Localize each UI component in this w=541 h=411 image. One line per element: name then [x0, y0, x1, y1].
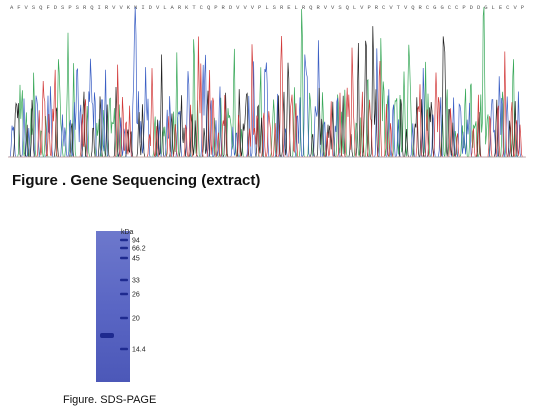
ladder-label: 20: [132, 316, 140, 323]
ladder-label: 33: [132, 278, 140, 285]
sequence-letter: T: [397, 4, 401, 11]
ladder-label: 94: [132, 238, 140, 245]
sequence-letter: D: [54, 4, 58, 11]
sequence-letter: C: [448, 4, 452, 11]
sequence-letter: C: [426, 4, 430, 11]
sequence-letter: R: [419, 4, 423, 11]
sequence-letter: P: [462, 4, 465, 11]
sequence-letter: Q: [207, 4, 211, 11]
sequence-letter: C: [506, 4, 510, 11]
sequence-letter: V: [331, 4, 335, 11]
sequence-letter: A: [171, 4, 175, 11]
trace-c: [8, 6, 526, 159]
sequence-letter: V: [156, 4, 160, 11]
figure-caption-gene-sequencing: Figure . Gene Sequencing (extract): [12, 172, 261, 189]
trace-g: [8, 26, 526, 158]
sequence-letter: D: [477, 4, 481, 11]
trace-lines: [8, 6, 526, 159]
sequence-letter: R: [222, 4, 226, 11]
sequence-letter: V: [324, 4, 328, 11]
sequence-letter: S: [32, 4, 36, 11]
sequence-letter: S: [273, 4, 277, 11]
sequence-letter: R: [178, 4, 182, 11]
protein-band: [100, 333, 114, 338]
sequence-letter: V: [119, 4, 123, 11]
sequence-letter: L: [265, 4, 268, 11]
sequence-letter: Q: [309, 4, 313, 11]
ladder-band: [120, 256, 128, 260]
figure-caption-sds-page: Figure. SDS-PAGE: [63, 394, 157, 406]
sequence-letter: S: [338, 4, 342, 11]
sequence-letter: F: [46, 4, 49, 11]
sequence-letter: D: [229, 4, 233, 11]
sequence-letter: Q: [346, 4, 350, 11]
sequence-letter: E: [287, 4, 291, 11]
sequence-letter: R: [280, 4, 284, 11]
sequence-letter: S: [76, 4, 80, 11]
sequence-letter: E: [499, 4, 503, 11]
sequence-letter: S: [61, 4, 65, 11]
ladder-band: [120, 316, 128, 320]
sequence-letter: R: [302, 4, 306, 11]
ladder-label: 14.4: [132, 347, 146, 354]
sequence-letter: V: [251, 4, 255, 11]
sequence-letter: V: [389, 4, 393, 11]
sequence-letter: P: [68, 4, 71, 11]
sequence-letter: I: [141, 4, 144, 11]
sequence-letter: D: [470, 4, 474, 11]
gel-lane-background: [96, 231, 130, 382]
ladder-band: [120, 347, 128, 351]
sequence-letter: C: [200, 4, 204, 11]
sequence-letter: R: [83, 4, 87, 11]
sequence-letter: V: [236, 4, 240, 11]
sequence-letter: N: [134, 4, 137, 11]
ladder-label: 26: [132, 292, 140, 299]
sequence-letter: V: [513, 4, 517, 11]
sequence-letter: L: [492, 4, 495, 11]
sequence-letter: C: [455, 4, 459, 11]
ladder-band: [120, 246, 128, 250]
sequence-letter: L: [295, 4, 298, 11]
sequence-letter: G: [433, 4, 436, 11]
sequence-letter: G: [484, 4, 487, 11]
sequence-letter: I: [98, 4, 101, 11]
sequence-letter: R: [316, 4, 320, 11]
sequence-letter: Q: [90, 4, 94, 11]
sequence-letter: T: [192, 4, 196, 11]
sequence-letter: K: [185, 4, 189, 11]
sequence-letter: Q: [411, 4, 415, 11]
ladder-band: [120, 238, 128, 242]
sequence-letter: V: [243, 4, 247, 11]
sds-page-gel-panel: 94 66.2 45 33 26 20 14.4 kDa: [96, 228, 176, 384]
sequence-letter: P: [521, 4, 524, 11]
sequence-letter: V: [404, 4, 408, 11]
sequence-letter: P: [214, 4, 217, 11]
sequence-letter: R: [375, 4, 379, 11]
sequence-letter: L: [163, 4, 166, 11]
ladder-band: [120, 278, 128, 282]
sequence-letter: Q: [39, 4, 43, 11]
ladder-bands: [120, 238, 128, 351]
sequence-letter: A: [10, 4, 14, 11]
sequence-letter: V: [25, 4, 29, 11]
sequence-letter: G: [440, 4, 443, 11]
sequence-letter: D: [149, 4, 153, 11]
sequence-letter: P: [258, 4, 261, 11]
sequence-letter: K: [127, 4, 131, 11]
kda-unit-label: kDa: [121, 229, 134, 236]
sequence-letter: F: [17, 4, 20, 11]
ladder-label: 66.2: [132, 246, 146, 253]
sequence-letter: V: [360, 4, 364, 11]
ladder-band: [120, 292, 128, 296]
sequence-letter: R: [105, 4, 109, 11]
sequence-letter: C: [382, 4, 386, 11]
sequence-letter: P: [367, 4, 370, 11]
sequence-letter: V: [112, 4, 116, 11]
ladder-label: 45: [132, 256, 140, 263]
sequence-letter: L: [353, 4, 356, 11]
